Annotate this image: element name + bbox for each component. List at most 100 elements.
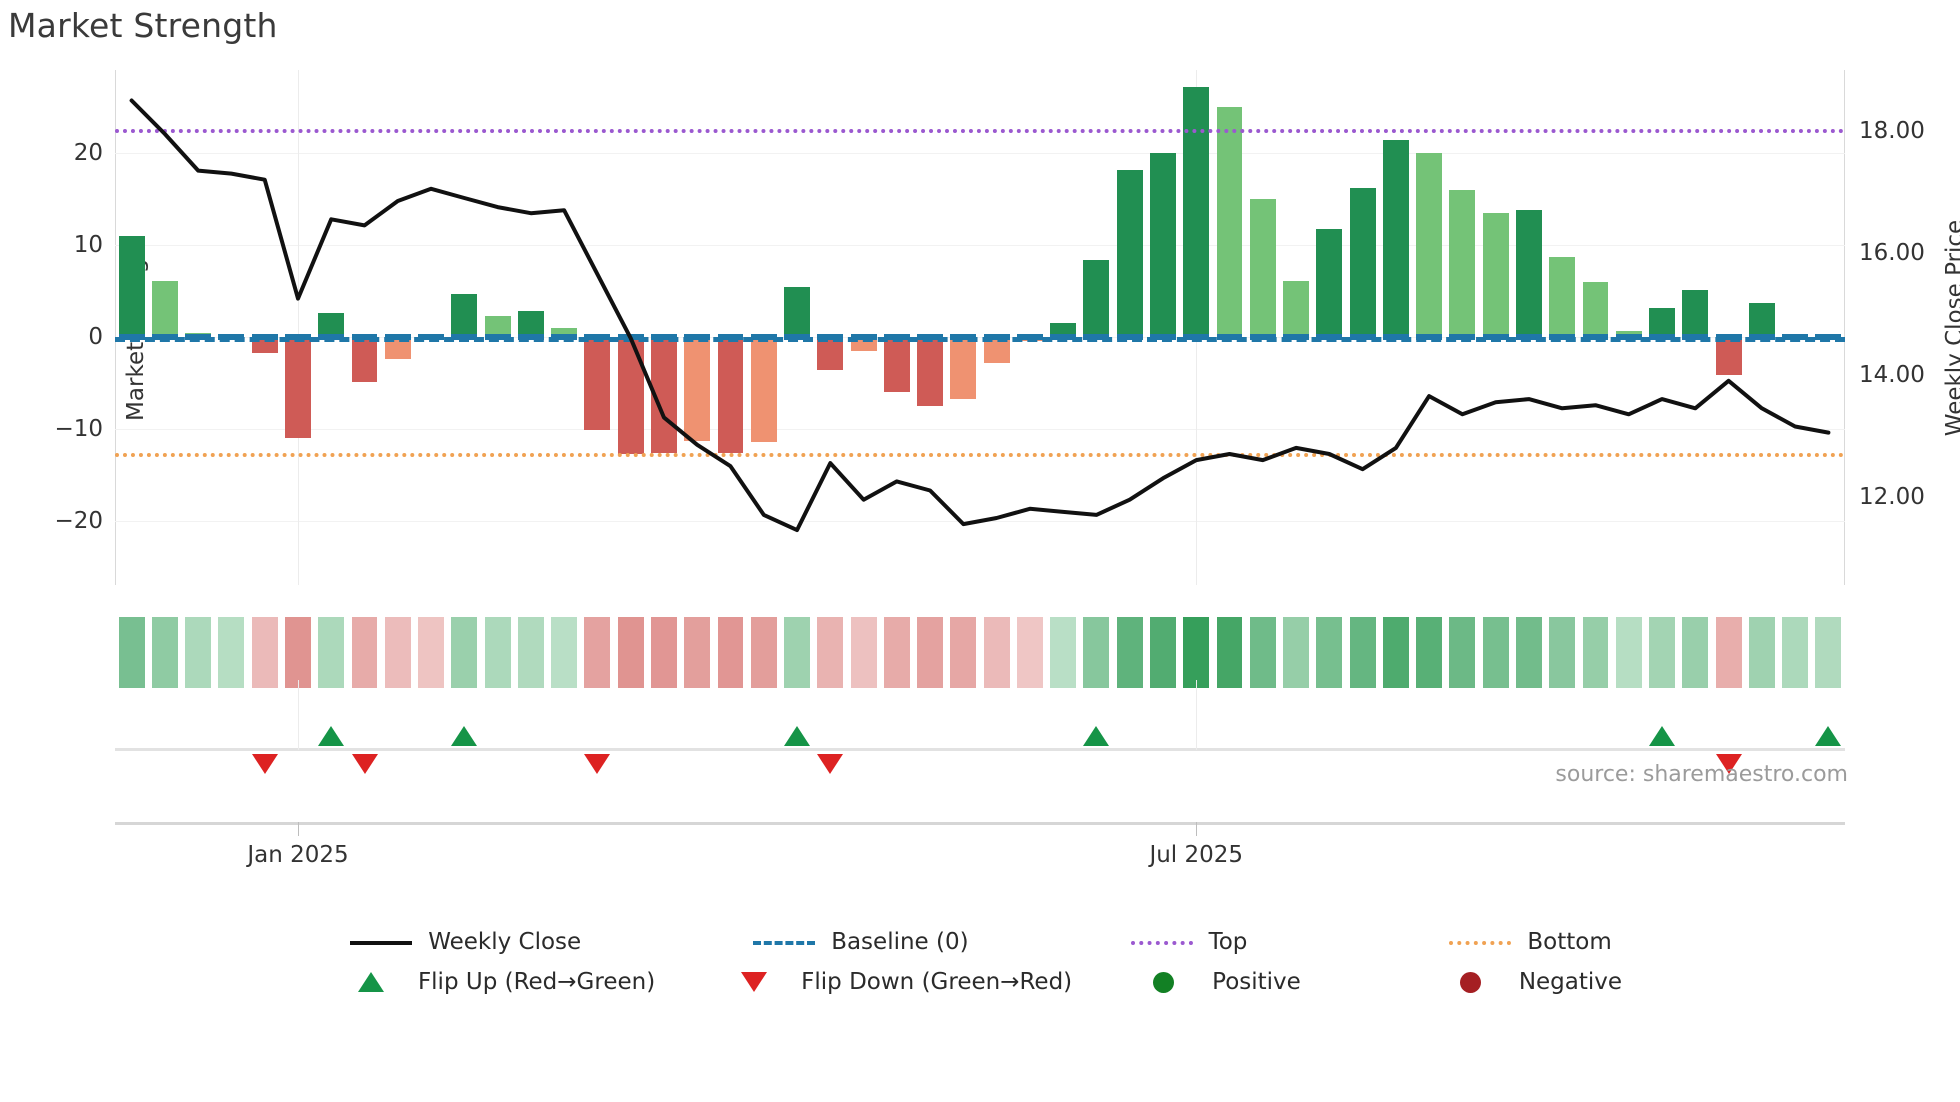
heatmap-cell[interactable]	[1050, 617, 1077, 688]
heatmap-cell[interactable]	[1482, 617, 1509, 688]
strength-bar[interactable]	[1083, 260, 1110, 337]
heatmap-cell[interactable]	[1083, 617, 1110, 688]
strength-bar[interactable]	[517, 310, 544, 337]
heatmap-cell[interactable]	[285, 617, 311, 688]
strength-bar[interactable]	[750, 336, 777, 442]
legend-item[interactable]: Flip Up (Red→Green)	[338, 969, 655, 995]
heatmap-cell[interactable]	[1549, 617, 1576, 688]
flip-up-marker[interactable]	[451, 726, 478, 746]
heatmap-cell[interactable]	[1449, 617, 1476, 688]
heatmap-cell[interactable]	[750, 617, 777, 688]
heatmap-cell[interactable]	[318, 617, 345, 688]
strength-bar[interactable]	[384, 336, 411, 359]
strength-bar[interactable]	[1150, 152, 1176, 337]
heatmap-cell[interactable]	[684, 617, 711, 688]
heatmap-cell[interactable]	[384, 617, 411, 688]
heatmap-cell[interactable]	[1216, 617, 1243, 688]
heatmap-cell[interactable]	[650, 617, 677, 688]
strength-bar[interactable]	[1050, 322, 1077, 337]
heatmap-cell[interactable]	[251, 617, 278, 688]
heatmap-cell[interactable]	[784, 617, 810, 688]
strength-bar[interactable]	[1449, 190, 1476, 337]
legend-item[interactable]: Weekly Close	[348, 929, 581, 955]
strength-bar[interactable]	[151, 280, 178, 337]
strength-bar[interactable]	[684, 336, 711, 441]
heatmap-cell[interactable]	[1782, 617, 1809, 688]
heatmap-cell[interactable]	[1615, 617, 1642, 688]
heatmap-cell[interactable]	[1283, 617, 1310, 688]
heatmap-cell[interactable]	[584, 617, 611, 688]
flip-up-marker[interactable]	[784, 726, 811, 746]
strength-bar[interactable]	[1416, 152, 1443, 337]
strength-bar[interactable]	[484, 315, 511, 337]
heatmap-cell[interactable]	[850, 617, 877, 688]
heatmap-cell[interactable]	[1150, 617, 1176, 688]
heatmap-cell[interactable]	[1815, 617, 1842, 688]
heatmap-cell[interactable]	[883, 617, 910, 688]
strength-bar[interactable]	[551, 328, 578, 337]
strength-bar[interactable]	[1515, 209, 1542, 337]
strength-bar[interactable]	[1249, 198, 1276, 337]
heatmap-cell[interactable]	[1748, 617, 1775, 688]
strength-bar[interactable]	[1549, 256, 1576, 337]
heatmap-cell[interactable]	[1316, 617, 1343, 688]
strength-bar[interactable]	[451, 294, 478, 337]
flip-down-marker[interactable]	[351, 754, 378, 774]
strength-bar[interactable]	[1649, 308, 1675, 337]
heatmap-cell[interactable]	[817, 617, 844, 688]
strength-bar[interactable]	[351, 336, 378, 382]
legend-item[interactable]: Bottom	[1447, 929, 1612, 955]
strength-bar[interactable]	[917, 336, 944, 406]
heatmap-cell[interactable]	[983, 617, 1010, 688]
heatmap-cell[interactable]	[950, 617, 977, 688]
flip-down-marker[interactable]	[584, 754, 611, 774]
heatmap-cell[interactable]	[451, 617, 478, 688]
strength-bar[interactable]	[717, 336, 744, 453]
heatmap-cell[interactable]	[917, 617, 944, 688]
heatmap-cell[interactable]	[617, 617, 644, 688]
heatmap-cell[interactable]	[1416, 617, 1443, 688]
strength-bar[interactable]	[1349, 187, 1376, 337]
heatmap-cell[interactable]	[1582, 617, 1609, 688]
legend-item[interactable]: Positive	[1132, 969, 1301, 995]
heatmap-cell[interactable]	[517, 617, 544, 688]
heatmap-cell[interactable]	[1715, 617, 1742, 688]
heatmap-cell[interactable]	[1649, 617, 1675, 688]
strength-bar[interactable]	[1382, 139, 1409, 337]
legend-item[interactable]: Negative	[1439, 969, 1622, 995]
heatmap-cell[interactable]	[1382, 617, 1409, 688]
strength-bar[interactable]	[1582, 281, 1609, 337]
legend-item[interactable]: Flip Down (Green→Red)	[721, 969, 1072, 995]
heatmap-cell[interactable]	[1349, 617, 1376, 688]
strength-bar[interactable]	[1715, 336, 1742, 376]
heatmap-cell[interactable]	[717, 617, 744, 688]
flip-up-marker[interactable]	[1815, 726, 1842, 746]
heatmap-cell[interactable]	[484, 617, 511, 688]
strength-bar[interactable]	[950, 336, 977, 400]
strength-bar[interactable]	[1482, 212, 1509, 337]
heatmap-cell[interactable]	[418, 617, 445, 688]
flip-down-marker[interactable]	[1715, 754, 1742, 774]
strength-bar[interactable]	[817, 336, 844, 370]
strength-bar[interactable]	[883, 336, 910, 392]
heatmap-cell[interactable]	[1116, 617, 1143, 688]
strength-bar[interactable]	[784, 287, 810, 337]
legend-item[interactable]: Baseline (0)	[751, 929, 969, 955]
strength-bar[interactable]	[1316, 229, 1343, 337]
strength-bar[interactable]	[1116, 170, 1143, 337]
strength-bar[interactable]	[584, 336, 611, 431]
heatmap-cell[interactable]	[551, 617, 578, 688]
flip-down-marker[interactable]	[251, 754, 278, 774]
strength-bar[interactable]	[1283, 280, 1310, 337]
heatmap-cell[interactable]	[218, 617, 245, 688]
heatmap-cell[interactable]	[1515, 617, 1542, 688]
flip-up-marker[interactable]	[1083, 726, 1110, 746]
strength-bar[interactable]	[1183, 86, 1210, 337]
strength-bar[interactable]	[118, 235, 145, 337]
legend-item[interactable]: Top	[1129, 929, 1247, 955]
strength-bar[interactable]	[1748, 302, 1775, 337]
flip-up-marker[interactable]	[318, 726, 345, 746]
strength-bar[interactable]	[1216, 106, 1243, 337]
heatmap-cell[interactable]	[1183, 617, 1210, 688]
heatmap-cell[interactable]	[1016, 617, 1043, 688]
